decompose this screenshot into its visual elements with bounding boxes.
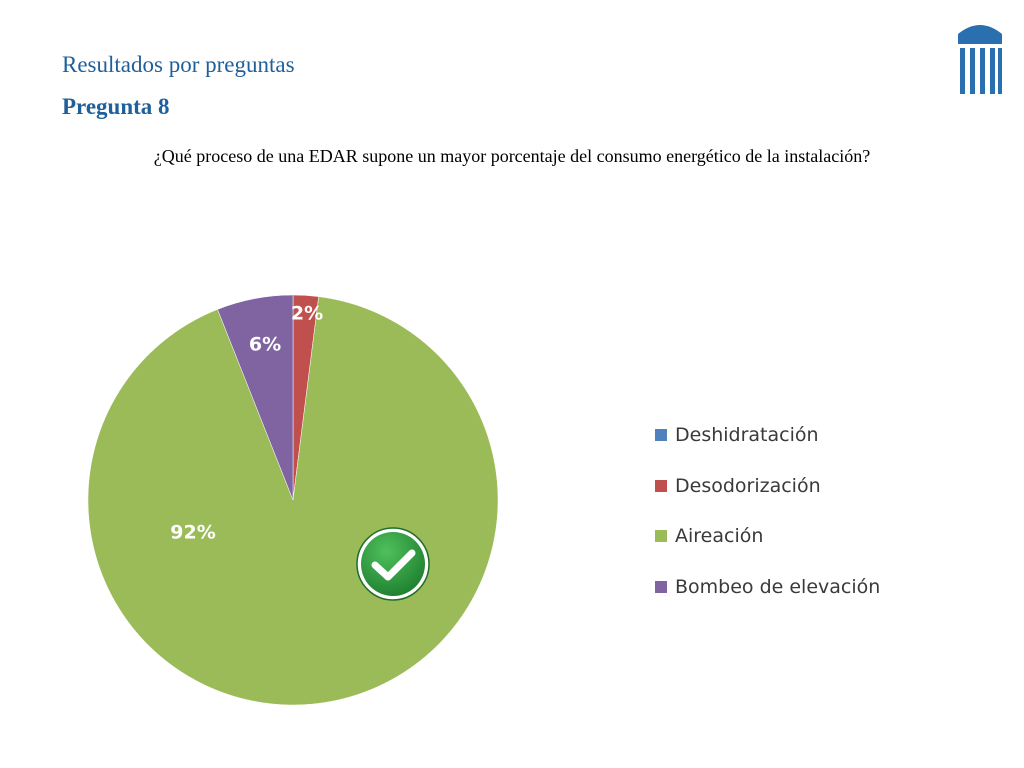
columns-logo-icon	[958, 25, 1002, 94]
section-title: Resultados por preguntas	[62, 52, 295, 77]
legend-label: Deshidratación	[675, 424, 819, 447]
legend-swatch	[655, 479, 667, 492]
legend-swatch	[655, 580, 667, 593]
legend-item: Deshidratación	[655, 410, 880, 461]
legend-item: Aireación	[655, 511, 880, 562]
data-label: 92%	[170, 522, 215, 544]
legend-item: Desodorización	[655, 461, 880, 512]
pie-slice	[87, 296, 499, 706]
legend-swatch	[655, 429, 667, 442]
question-title: Pregunta 8	[62, 94, 170, 119]
legend-label: Desodorización	[675, 474, 821, 497]
legend-label: Aireación	[675, 525, 764, 548]
data-label: 6%	[249, 334, 281, 356]
chart-legend: Deshidratación Desodorización Aireación …	[655, 410, 880, 612]
checkmark-icon	[356, 527, 430, 601]
data-label: 2%	[291, 303, 323, 325]
pie-slice	[217, 294, 294, 501]
legend-swatch	[655, 530, 667, 543]
legend-item: Bombeo de elevación	[655, 562, 880, 613]
legend-label: Bombeo de elevación	[675, 575, 881, 598]
question-text: ¿Qué proceso de una EDAR supone un mayor…	[153, 146, 871, 166]
